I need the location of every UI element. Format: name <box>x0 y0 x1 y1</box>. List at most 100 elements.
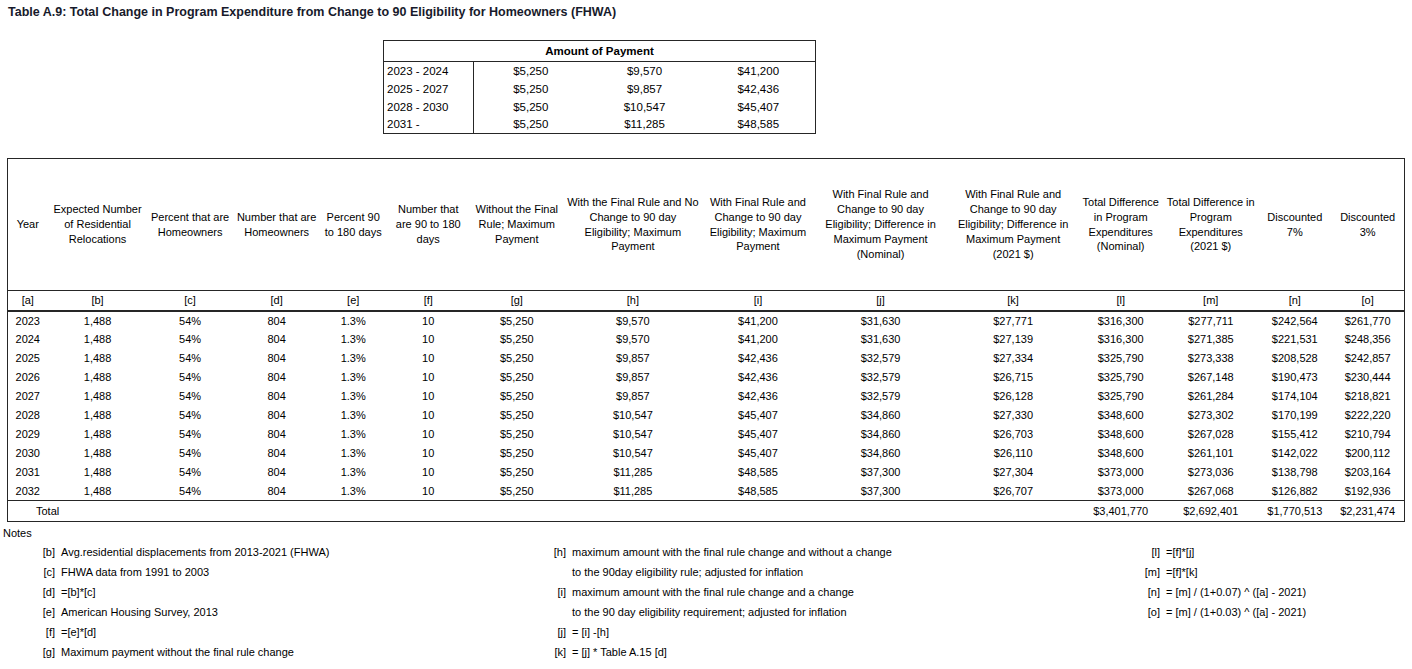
note-j: [j]= [i] -[h] <box>530 622 1112 642</box>
cell-g-2023: $5,250 <box>471 311 563 330</box>
table-row-2032: 20321,48854%8041.3%10$5,250$11,285$48,58… <box>8 482 1405 501</box>
cell-n-2026: $190,473 <box>1258 368 1331 387</box>
payment-value-2: $11,285 <box>588 116 702 134</box>
note-id: [i] <box>530 582 566 622</box>
cell-i-2029: $45,407 <box>703 425 813 444</box>
note-h: [h]maximum amount with the final rule ch… <box>530 542 1112 582</box>
note-g: [g]Maximum payment without the final rul… <box>20 642 520 662</box>
cell-d-2027: 804 <box>233 387 321 406</box>
note-text: maximum amount with the final rule chang… <box>572 542 1112 582</box>
cell-h-2028: $10,547 <box>563 406 703 425</box>
cell-b-2027: 1,488 <box>48 387 148 406</box>
expenditure-table: YearExpected Number of Residential Reloc… <box>7 158 1405 522</box>
cell-a-2029: 2029 <box>8 425 48 444</box>
cell-e-2026: 1.3% <box>321 368 386 387</box>
cell-i-2028: $45,407 <box>703 406 813 425</box>
note-text: = [j] * Table A.15 [d] <box>572 642 1112 662</box>
col-label-b: [b] <box>48 291 148 311</box>
cell-c-2025: 54% <box>148 349 233 368</box>
payment-header-row: Amount of Payment <box>384 41 816 62</box>
notes-section: Notes [b]Avg.residential displacements f… <box>0 524 1412 662</box>
notes-columns: [b]Avg.residential displacements from 20… <box>0 542 1412 662</box>
cell-b-2031: 1,488 <box>48 463 148 482</box>
note-line: =[b]*[c] <box>61 582 520 602</box>
cell-h-2031: $11,285 <box>563 463 703 482</box>
cell-f-2027: 10 <box>386 387 471 406</box>
note-line: to the 90day eligibility rule; adjusted … <box>572 562 1112 582</box>
note-n: [n]= [m] / (1+0.07) ^ ([a] - 2021) <box>1112 582 1392 602</box>
cell-n-2031: $138,798 <box>1258 463 1331 482</box>
col-header-m: Total Difference in Program Expenditures… <box>1163 159 1258 291</box>
cell-h-2023: $9,570 <box>563 311 703 330</box>
cell-e-2024: 1.3% <box>321 330 386 349</box>
cell-m-2023: $277,711 <box>1163 311 1258 330</box>
cell-e-2031: 1.3% <box>321 463 386 482</box>
cell-n-2029: $155,412 <box>1258 425 1331 444</box>
col-label-g: [g] <box>471 291 563 311</box>
table-row-2030: 20301,48854%8041.3%10$5,250$10,547$45,40… <box>8 444 1405 463</box>
cell-g-2031: $5,250 <box>471 463 563 482</box>
cell-g-2032: $5,250 <box>471 482 563 501</box>
payment-period: 2028 - 2030 <box>384 98 474 116</box>
cell-m-2026: $267,148 <box>1163 368 1258 387</box>
col-label-k: [k] <box>948 291 1078 311</box>
note-text: maximum amount with the final rule chang… <box>572 582 1112 622</box>
cell-h-2024: $9,570 <box>563 330 703 349</box>
payment-value-3: $41,200 <box>702 62 816 80</box>
cell-e-2028: 1.3% <box>321 406 386 425</box>
note-text: Maximum payment without the final rule c… <box>61 642 520 662</box>
cell-j-2032: $37,300 <box>813 482 948 501</box>
cell-d-2029: 804 <box>233 425 321 444</box>
cell-d-2030: 804 <box>233 444 321 463</box>
col-label-e: [e] <box>321 291 386 311</box>
note-text: =[f]*[k] <box>1166 562 1392 582</box>
cell-k-2024: $27,139 <box>948 330 1078 349</box>
payment-value-2: $9,570 <box>588 62 702 80</box>
note-o: [o]= [m] / (1+0.03) ^ ([a] - 2021) <box>1112 602 1392 622</box>
note-m: [m]=[f]*[k] <box>1112 562 1392 582</box>
note-line: =[f]*[j] <box>1166 542 1392 562</box>
note-text: Avg.residential displacements from 2013-… <box>61 542 520 562</box>
cell-j-2025: $32,579 <box>813 349 948 368</box>
table-row-2025: 20251,48854%8041.3%10$5,250$9,857$42,436… <box>8 349 1405 368</box>
payment-row-2031: 2031 -$5,250$11,285$48,585 <box>384 116 816 134</box>
cell-i-2030: $45,407 <box>703 444 813 463</box>
cell-j-2026: $32,579 <box>813 368 948 387</box>
note-id: [o] <box>1112 602 1160 622</box>
cell-h-2026: $9,857 <box>563 368 703 387</box>
cell-m-2032: $267,068 <box>1163 482 1258 501</box>
cell-m-2025: $273,338 <box>1163 349 1258 368</box>
amount-of-payment-table: Amount of Payment 2023 - 2024$5,250$9,57… <box>383 40 816 134</box>
cell-i-2027: $42,436 <box>703 387 813 406</box>
cell-m-2031: $273,036 <box>1163 463 1258 482</box>
cell-j-2031: $37,300 <box>813 463 948 482</box>
cell-o-2032: $192,936 <box>1331 482 1404 501</box>
cell-n-2024: $221,531 <box>1258 330 1331 349</box>
col-header-d: Number that are Homeowners <box>233 159 321 291</box>
cell-h-2029: $10,547 <box>563 425 703 444</box>
cell-f-2025: 10 <box>386 349 471 368</box>
table-title: Table A.9: Total Change in Program Expen… <box>8 5 616 19</box>
note-d: [d]=[b]*[c] <box>20 582 520 602</box>
cell-l-2025: $325,790 <box>1078 349 1163 368</box>
cell-d-2025: 804 <box>233 349 321 368</box>
table-row-2026: 20261,48854%8041.3%10$5,250$9,857$42,436… <box>8 368 1405 387</box>
cell-a-2024: 2024 <box>8 330 48 349</box>
cell-k-2025: $27,334 <box>948 349 1078 368</box>
cell-e-2023: 1.3% <box>321 311 386 330</box>
col-header-i: With Final Rule and Change to 90 day Eli… <box>703 159 813 291</box>
total-l: $3,401,770 <box>1078 501 1163 522</box>
cell-c-2026: 54% <box>148 368 233 387</box>
payment-table-header: Amount of Payment <box>384 41 816 62</box>
col-header-a: Year <box>8 159 48 291</box>
cell-j-2023: $31,630 <box>813 311 948 330</box>
notes-heading: Notes <box>3 524 1412 542</box>
cell-f-2030: 10 <box>386 444 471 463</box>
col-header-e: Percent 90 to 180 days <box>321 159 386 291</box>
cell-i-2023: $41,200 <box>703 311 813 330</box>
note-text: FHWA data from 1991 to 2003 <box>61 562 520 582</box>
cell-l-2027: $325,790 <box>1078 387 1163 406</box>
table-row-2024: 20241,48854%8041.3%10$5,250$9,570$41,200… <box>8 330 1405 349</box>
cell-f-2031: 10 <box>386 463 471 482</box>
cell-i-2026: $42,436 <box>703 368 813 387</box>
